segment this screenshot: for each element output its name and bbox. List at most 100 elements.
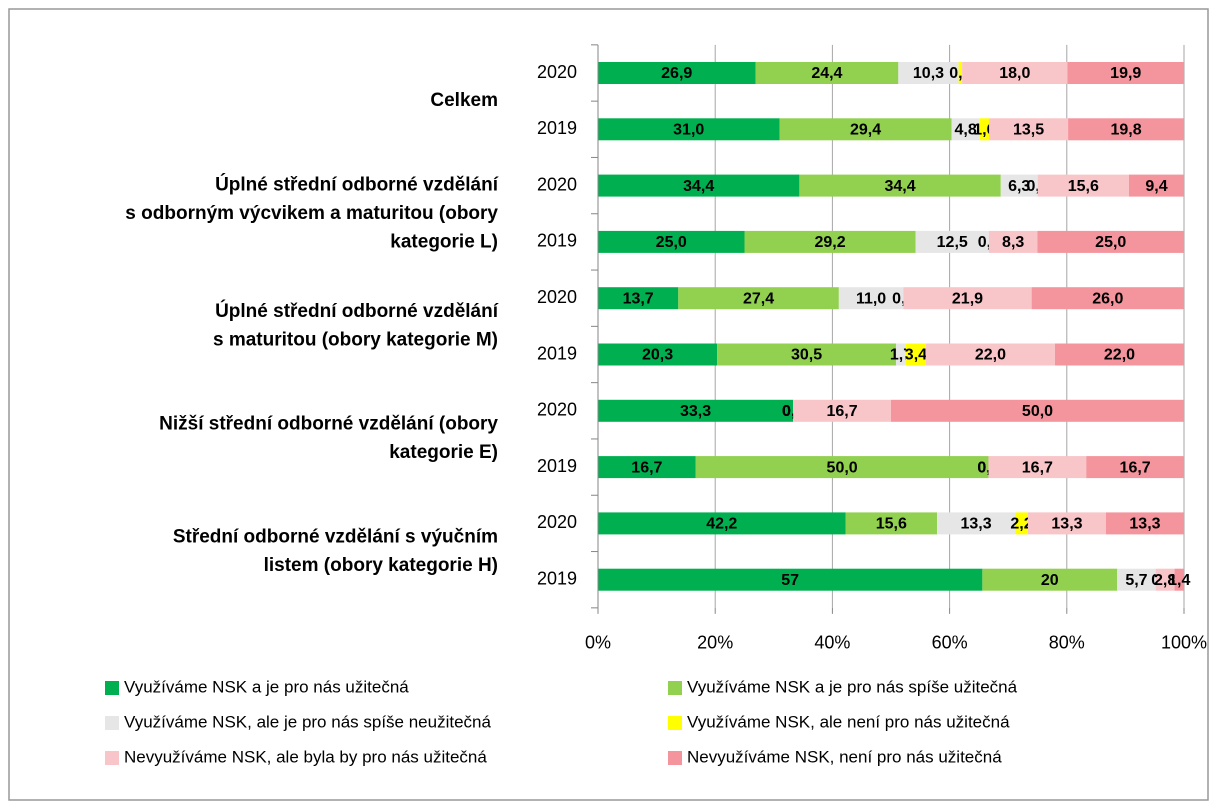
group-label: Úplné střední odborné vzdělání (215, 173, 499, 195)
bar-segment (988, 230, 1038, 253)
bar-segment (951, 118, 980, 141)
bar-segment (915, 230, 989, 253)
data-label: 1,4 (1168, 572, 1190, 589)
bar-segment (891, 399, 1184, 422)
y-tick-label: 2019 (537, 343, 577, 363)
bar-segment (755, 62, 899, 84)
data-label: 19,8 (1110, 122, 1141, 139)
group-label: Nižší střední odborné vzdělání (obory (159, 414, 498, 435)
x-tick-label: 80% (1049, 633, 1085, 653)
data-label: 31,0 (673, 122, 704, 139)
data-label: 11,0 (856, 290, 886, 307)
data-label: 26,9 (661, 65, 692, 82)
data-label: 26,0 (1092, 290, 1123, 307)
x-tick-label: 20% (697, 633, 733, 653)
bar-segment (598, 287, 679, 310)
bar-segment (598, 62, 756, 84)
x-tick-label: 100% (1161, 633, 1207, 653)
bar-segment (1174, 568, 1184, 591)
data-label: 5,7 (1125, 572, 1147, 589)
bar-segment (1067, 62, 1184, 84)
data-label: 22,0 (975, 347, 1006, 364)
legend-label: Nevyužíváme NSK, ale byla by pro nás uži… (124, 747, 487, 766)
bar-segment (1027, 512, 1106, 535)
bar-segment (1105, 512, 1184, 535)
bar-segment (598, 456, 696, 479)
data-label: 33,3 (680, 403, 711, 420)
legend-label: Využíváme NSK, ale není pro nás užitečná (687, 712, 1010, 731)
y-tick-label: 2020 (537, 62, 577, 82)
legend-swatch (668, 751, 682, 765)
bar-segment (958, 62, 963, 84)
x-tick-label: 0% (585, 633, 611, 653)
bar-segment (898, 62, 959, 84)
legend-label: Nevyužíváme NSK, není pro nás užitečná (687, 747, 1002, 766)
legend-swatch (105, 681, 119, 695)
bar-segment (598, 399, 794, 422)
data-label: 4,8 (955, 122, 977, 139)
bar-segment (598, 343, 718, 366)
data-label: 27,4 (743, 290, 774, 307)
bar-segment (1068, 118, 1184, 141)
bar-segment (598, 174, 800, 197)
bar-segment (845, 512, 938, 535)
data-label: 25,0 (1095, 234, 1126, 251)
data-label: 15,6 (876, 516, 907, 533)
data-label: 34,4 (885, 178, 916, 195)
data-label: 3,4 (905, 347, 927, 364)
bar-segment (903, 287, 1032, 310)
bar-segment (1000, 174, 1038, 197)
bar-segment (1155, 568, 1175, 591)
bar-segment (905, 343, 926, 366)
bar-segment (937, 512, 1016, 535)
bar-segment (678, 287, 839, 310)
bar-segment (989, 118, 1069, 141)
bar-segment (838, 287, 904, 310)
legend-swatch (105, 751, 119, 765)
data-label: 16,7 (1022, 459, 1053, 476)
bar-segment (925, 343, 1055, 366)
bar-segment (779, 118, 952, 141)
bar-segment (799, 174, 1001, 197)
bar-segment (1037, 230, 1184, 253)
legend-swatch (668, 681, 682, 695)
bar-segment (1117, 568, 1156, 591)
y-tick-label: 2020 (537, 174, 577, 194)
bar-segment (982, 568, 1118, 591)
bar-segment (717, 343, 896, 366)
data-label: 2,8 (1154, 572, 1176, 589)
bar-segment (793, 399, 891, 422)
x-tick-label: 40% (814, 633, 850, 653)
data-label: 50,0 (1022, 403, 1053, 420)
legend-swatch (668, 716, 682, 730)
data-label: 22,0 (1104, 347, 1135, 364)
data-label: 42,2 (706, 516, 737, 533)
group-label: s maturitou (obory kategorie M) (213, 330, 498, 351)
bar-segment (1086, 456, 1184, 479)
data-label: 8,3 (1002, 234, 1024, 251)
data-label: 29,2 (814, 234, 845, 251)
group-label: Celkem (430, 90, 498, 111)
data-label: 12,5 (937, 234, 968, 251)
data-label: 30,5 (791, 347, 822, 364)
data-label: 13,7 (623, 290, 654, 307)
data-label: 21,9 (952, 290, 983, 307)
bar-segment (1128, 174, 1184, 197)
group-label: listem (obory kategorie H) (264, 555, 498, 576)
legend-label: Využíváme NSK a je pro nás spíše užitečn… (687, 677, 1018, 696)
bar-segment (598, 512, 846, 535)
data-label: 50,0 (827, 459, 858, 476)
bar-segment (695, 456, 989, 479)
data-label: 24,4 (811, 65, 842, 82)
y-tick-label: 2020 (537, 287, 577, 307)
y-tick-label: 2019 (537, 456, 577, 476)
data-label: 6,3 (1008, 178, 1030, 195)
data-label: 13,3 (1051, 516, 1082, 533)
bar-segment (1031, 287, 1184, 310)
bar-segment (895, 343, 906, 366)
data-label: 20 (1041, 572, 1059, 589)
legend-label: Využíváme NSK a je pro nás užitečná (124, 677, 409, 696)
group-label: Střední odborné vzdělání s výučním (173, 526, 498, 547)
data-label: 13,5 (1013, 122, 1044, 139)
data-label: 16,7 (826, 403, 857, 420)
